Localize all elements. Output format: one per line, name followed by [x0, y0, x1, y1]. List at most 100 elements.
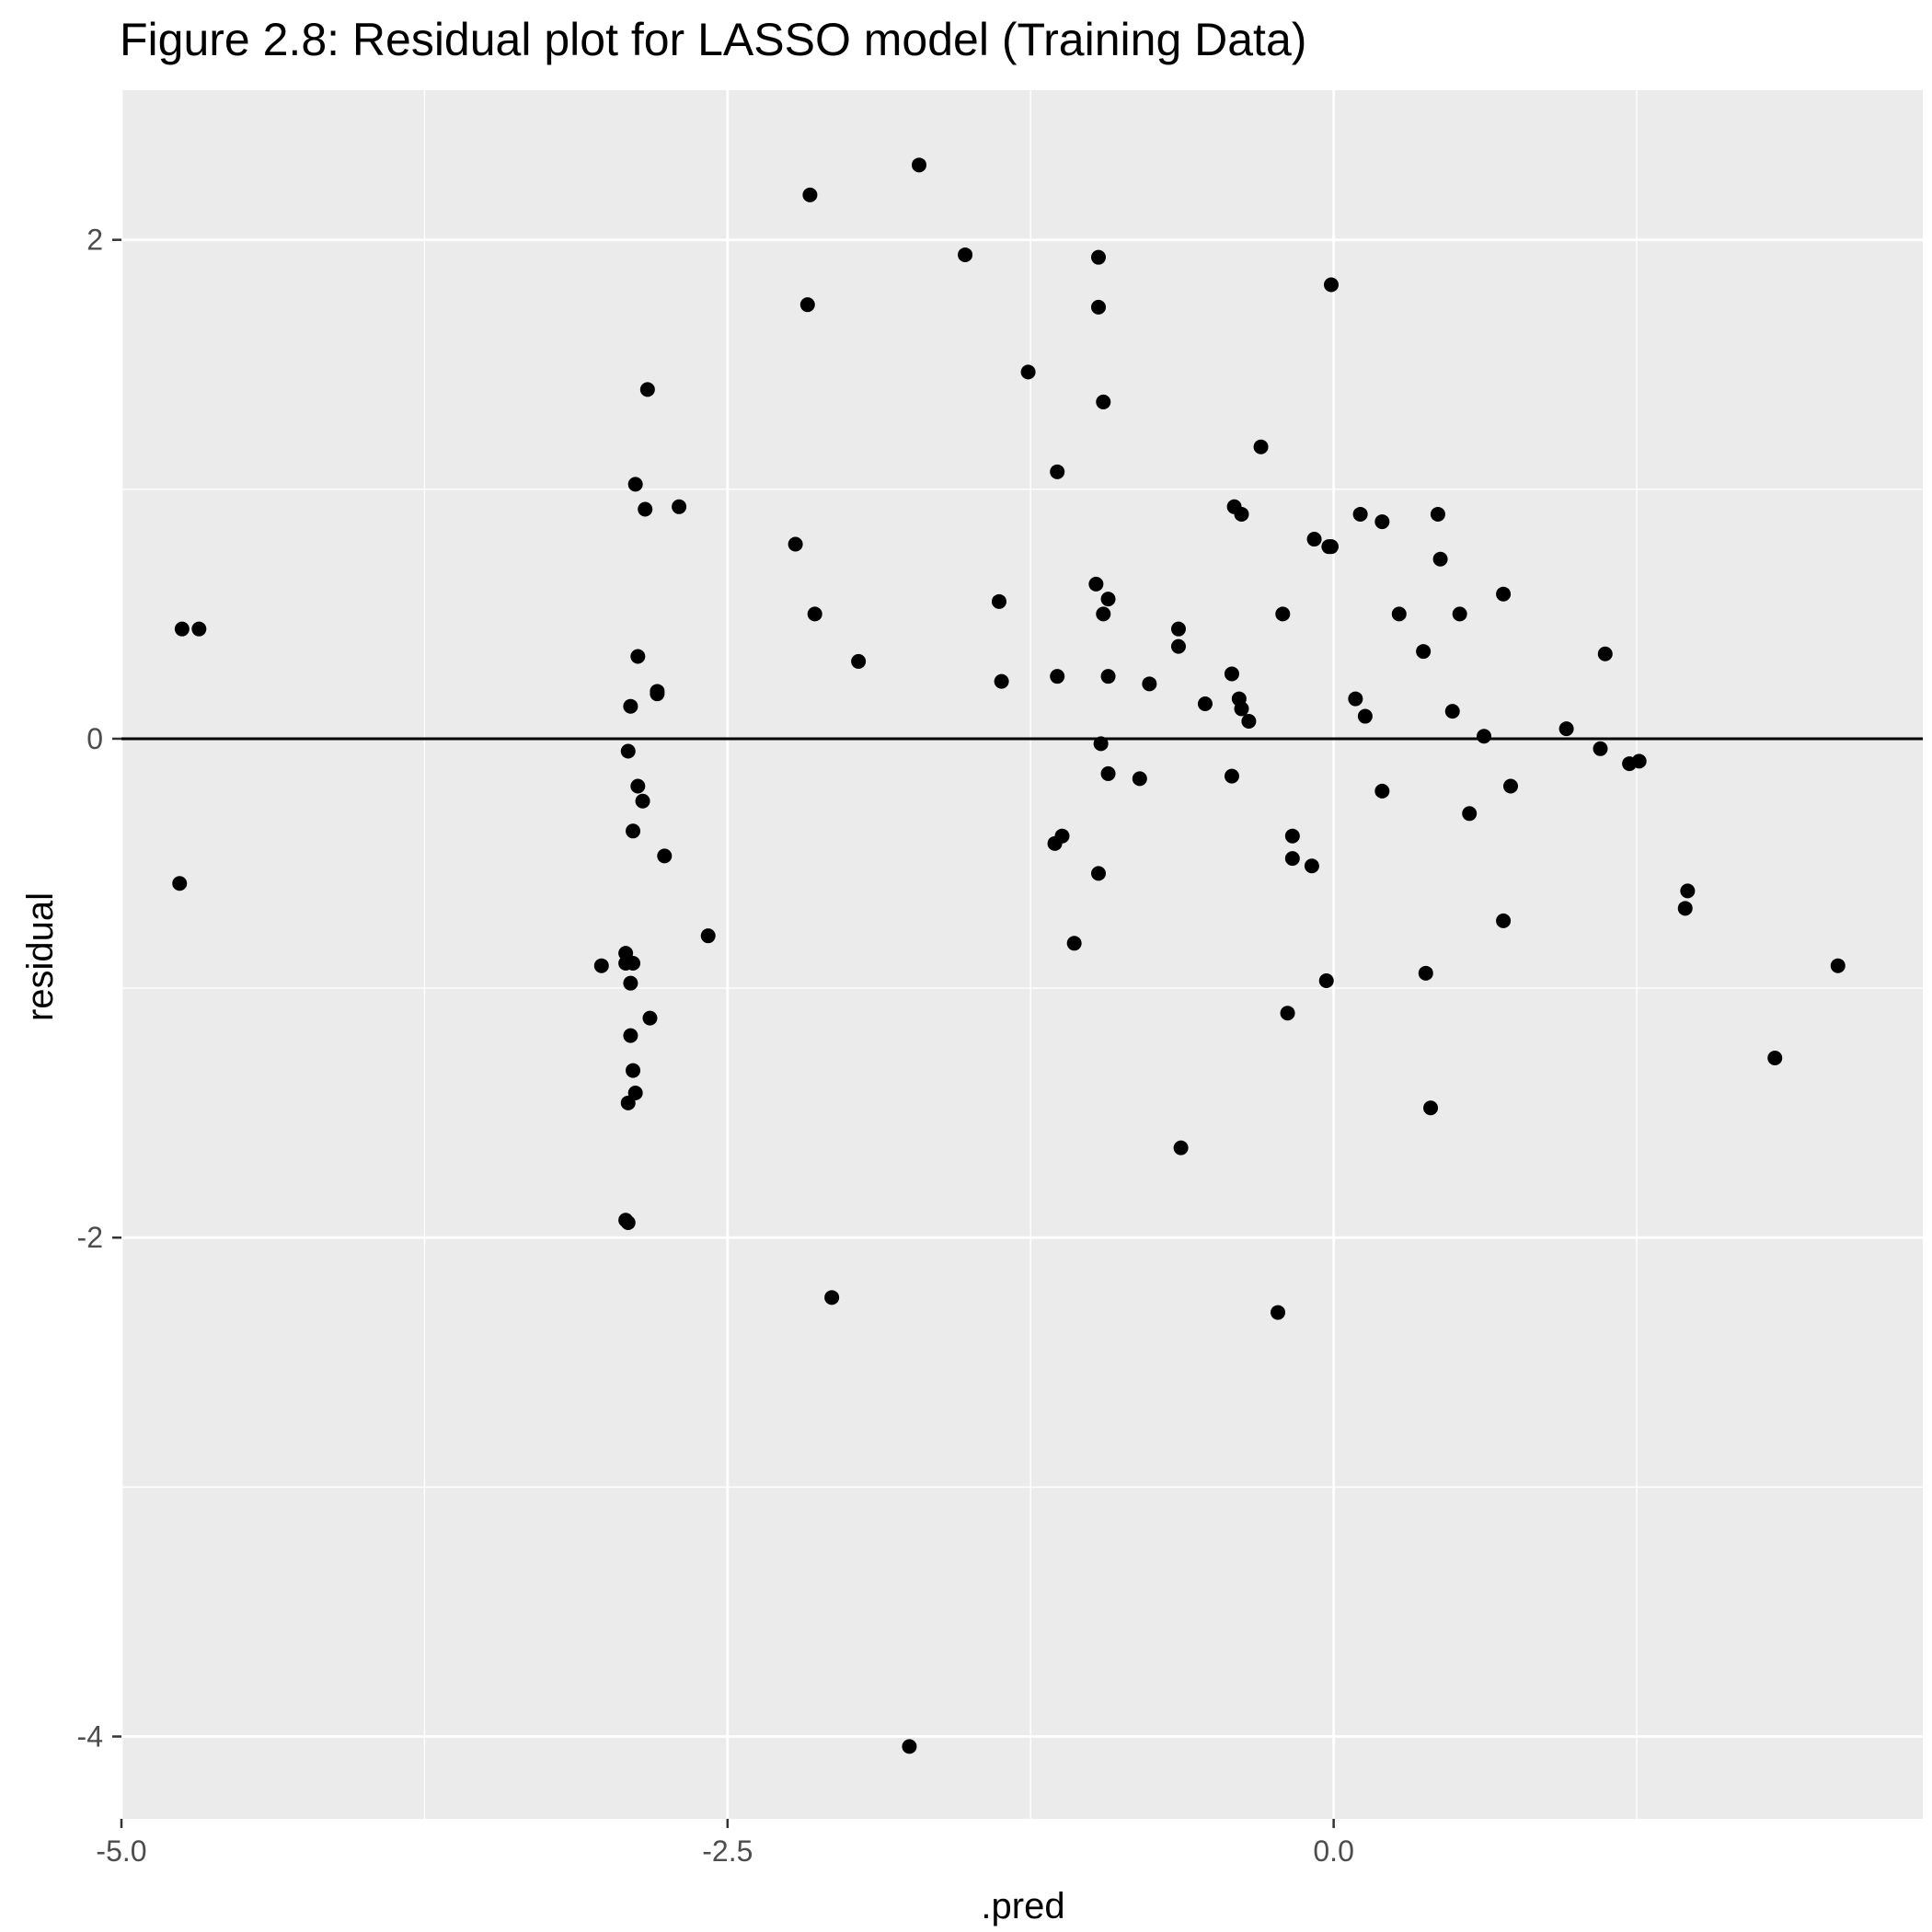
data-point	[799, 297, 815, 313]
data-point	[1170, 638, 1186, 654]
data-point	[1091, 299, 1107, 315]
data-point	[1066, 936, 1082, 951]
y-tick-label: 2	[86, 224, 103, 257]
data-point	[902, 1739, 917, 1754]
data-point	[1418, 965, 1433, 981]
data-point	[1391, 606, 1407, 622]
data-point	[1091, 249, 1107, 265]
data-point	[1284, 851, 1300, 867]
data-point	[1477, 729, 1492, 744]
y-tick-label: -4	[77, 1720, 103, 1754]
data-point	[1444, 704, 1460, 719]
data-point	[1050, 464, 1065, 479]
data-point	[1558, 721, 1574, 737]
plot-panel	[121, 90, 1923, 1819]
data-point	[807, 606, 822, 622]
data-point	[700, 928, 716, 944]
y-tick-label: -2	[77, 1221, 103, 1254]
data-point	[627, 477, 643, 492]
data-point	[1677, 901, 1693, 916]
data-point	[1271, 1305, 1286, 1320]
data-point	[593, 958, 609, 973]
data-point	[620, 1214, 636, 1230]
data-point	[958, 247, 973, 262]
data-point	[1142, 676, 1157, 692]
data-point	[1100, 765, 1116, 781]
data-point	[824, 1290, 840, 1305]
data-point	[650, 684, 665, 699]
data-point	[1374, 783, 1390, 799]
data-point	[1096, 394, 1111, 409]
data-point	[630, 778, 646, 794]
data-point	[1100, 669, 1116, 684]
x-axis: -5.0 -2.5 0.0	[96, 1819, 1354, 1868]
data-point	[851, 653, 867, 669]
chart-title: Figure 2.8: Residual plot for LASSO mode…	[120, 14, 1306, 65]
data-point	[1170, 621, 1186, 637]
data-point	[994, 673, 1009, 689]
data-point	[638, 501, 653, 517]
data-point	[1318, 972, 1334, 988]
data-point	[1132, 771, 1147, 787]
data-point	[672, 499, 687, 514]
x-tick-label: -5.0	[96, 1834, 146, 1868]
data-point	[1357, 708, 1373, 724]
data-point	[1597, 646, 1613, 661]
data-point	[1197, 696, 1213, 712]
y-tick-label: 0	[86, 722, 103, 755]
data-point	[1280, 1006, 1295, 1021]
data-point	[991, 593, 1006, 609]
data-point	[802, 187, 818, 202]
y-axis: 2 0 -2 -4	[77, 224, 121, 1754]
y-axis-title: residual	[20, 892, 61, 1021]
x-axis-title: .pred	[981, 1886, 1064, 1926]
data-point	[1093, 736, 1109, 752]
data-point	[1374, 514, 1390, 530]
data-point	[912, 157, 927, 173]
data-point	[620, 743, 636, 759]
data-point	[1452, 606, 1467, 622]
data-point	[1496, 586, 1512, 602]
x-tick-label: 0.0	[1313, 1834, 1353, 1868]
data-point	[1050, 669, 1065, 684]
data-point	[620, 1095, 636, 1110]
data-point	[1496, 913, 1512, 928]
data-point	[1173, 1140, 1189, 1156]
data-point	[1631, 753, 1647, 769]
data-point	[1020, 364, 1036, 380]
data-point	[1462, 806, 1478, 822]
data-point	[174, 621, 190, 637]
data-point	[1432, 551, 1448, 567]
data-point	[626, 823, 641, 839]
data-point	[1503, 778, 1519, 794]
data-point	[1830, 958, 1846, 973]
data-point	[623, 698, 638, 714]
data-point	[1348, 691, 1363, 707]
data-point	[1416, 644, 1432, 660]
data-point	[1234, 701, 1249, 717]
data-point	[642, 1010, 658, 1026]
data-points	[172, 157, 1846, 1754]
data-point	[1284, 828, 1300, 844]
data-point	[1767, 1051, 1783, 1066]
data-point	[623, 1028, 638, 1043]
data-point	[1430, 506, 1445, 522]
data-point	[1275, 606, 1291, 622]
data-point	[657, 848, 673, 864]
data-point	[1321, 539, 1337, 555]
data-point	[1241, 713, 1257, 729]
data-point	[639, 382, 655, 397]
data-point	[1088, 576, 1104, 592]
data-point	[630, 649, 646, 664]
data-point	[1352, 506, 1368, 522]
data-point	[1304, 858, 1319, 874]
data-point	[1306, 532, 1322, 547]
data-point	[1100, 592, 1116, 607]
data-point	[635, 793, 650, 809]
data-point	[1593, 741, 1608, 756]
data-point	[1091, 866, 1107, 881]
x-tick-label: -2.5	[702, 1834, 753, 1868]
data-point	[1224, 768, 1239, 784]
data-point	[788, 536, 803, 552]
